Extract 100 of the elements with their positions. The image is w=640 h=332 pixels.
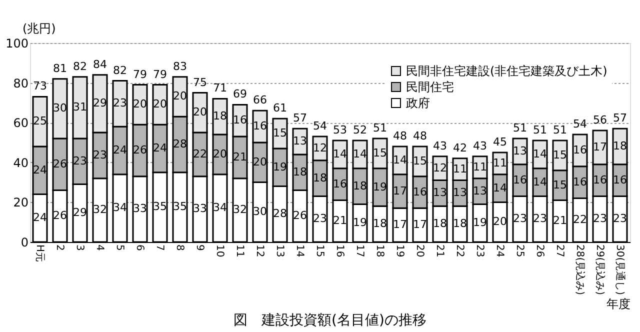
data-label: 13 <box>453 186 467 200</box>
data-label: 28 <box>273 207 287 220</box>
total-label: 43 <box>473 139 487 152</box>
total-label: 56 <box>593 114 607 127</box>
data-label: 31 <box>73 100 87 114</box>
total-label: 82 <box>73 60 87 73</box>
total-label: 71 <box>213 82 227 95</box>
total-label: 75 <box>193 76 207 89</box>
y-tick-label: 60 <box>13 116 28 130</box>
data-label: 14 <box>533 175 547 188</box>
data-label: 26 <box>53 157 67 170</box>
x-tick-label: 4 <box>94 244 105 251</box>
x-tick-label: 28(見込み) <box>574 244 586 296</box>
total-label: 81 <box>53 62 67 75</box>
data-label: 18 <box>373 217 387 230</box>
x-tick-label: 11 <box>234 244 245 258</box>
data-label: 32 <box>93 203 107 216</box>
data-label: 12 <box>433 161 447 174</box>
data-label: 23 <box>93 148 107 162</box>
data-label: 18 <box>313 171 327 184</box>
total-label: 51 <box>373 122 387 135</box>
data-label: 22 <box>573 213 587 226</box>
data-label: 16 <box>513 173 527 186</box>
x-tick-label: 17 <box>354 244 365 258</box>
data-label: 19 <box>353 216 367 230</box>
x-tick-label: H元 <box>34 244 45 262</box>
data-label: 17 <box>593 140 607 154</box>
total-label: 84 <box>93 58 107 71</box>
total-label: 51 <box>513 122 527 135</box>
data-label: 28 <box>173 137 187 150</box>
y-tick-label: 40 <box>13 156 28 170</box>
data-label: 34 <box>113 201 127 214</box>
data-label: 32 <box>233 203 247 216</box>
data-label: 33 <box>193 202 207 216</box>
data-label: 23 <box>613 212 627 226</box>
total-label: 52 <box>353 124 367 137</box>
data-label: 15 <box>553 148 567 162</box>
x-tick-label: 30(見通し) <box>614 244 626 296</box>
total-label: 79 <box>133 68 147 81</box>
data-label: 17 <box>393 184 407 198</box>
data-label: 21 <box>233 150 247 164</box>
data-label: 29 <box>73 206 87 220</box>
x-tick-label: 7 <box>154 244 165 251</box>
y-tick-label: 100 <box>6 36 28 50</box>
data-label: 23 <box>513 212 527 226</box>
x-tick-label: 24 <box>494 244 505 258</box>
data-label: 29 <box>93 96 107 110</box>
data-label: 16 <box>233 114 247 127</box>
data-label: 19 <box>273 160 287 174</box>
x-tick-label: 13 <box>274 244 285 258</box>
data-label: 22 <box>193 147 207 160</box>
x-tick-label: 9 <box>194 244 205 251</box>
data-label: 33 <box>133 202 147 216</box>
x-tick-label: 29(見込み) <box>594 244 606 296</box>
x-tick-label: 23 <box>474 244 485 258</box>
x-tick-label: 22 <box>454 244 465 258</box>
y-tick-label: 0 <box>20 236 28 250</box>
data-label: 16 <box>613 173 627 186</box>
x-tick-label: 14 <box>294 244 305 258</box>
x-tick-label: 10 <box>214 244 225 258</box>
data-label: 30 <box>53 102 67 115</box>
data-label: 35 <box>153 200 167 214</box>
total-label: 83 <box>173 60 187 73</box>
x-tick-label: 26 <box>534 244 545 258</box>
total-label: 48 <box>393 129 407 142</box>
x-tick-label: 12 <box>254 244 265 258</box>
y-tick-label: 20 <box>13 196 28 210</box>
data-label: 15 <box>373 146 387 160</box>
data-label: 20 <box>493 215 507 228</box>
data-label: 24 <box>33 163 47 176</box>
data-label: 17 <box>393 218 407 232</box>
x-tick-label: 15 <box>314 244 325 258</box>
data-label: 24 <box>113 143 127 156</box>
total-label: 82 <box>113 64 127 77</box>
data-label: 13 <box>433 186 447 200</box>
text: 図 建設投資額(名目値)の推移 <box>234 312 426 329</box>
total-label: 43 <box>433 139 447 152</box>
x-tick-label: 16 <box>334 244 345 258</box>
data-label: 18 <box>453 217 467 230</box>
x-tick-label: 21 <box>434 244 445 258</box>
data-label: 30 <box>253 205 267 218</box>
x-tick-label: 5 <box>114 244 125 251</box>
data-label: 15 <box>273 126 287 140</box>
y-axis-title: (兆円) <box>22 22 56 36</box>
legend-label: 民間住宅 <box>406 80 454 94</box>
data-label: 26 <box>293 209 307 222</box>
x-tick-label: 27 <box>554 244 565 258</box>
data-label: 16 <box>573 175 587 188</box>
total-label: 53 <box>333 124 347 137</box>
total-label: 51 <box>533 124 547 137</box>
legend-label: 民間非住宅建設(非住宅建築及び土木) <box>406 64 608 78</box>
data-label: 14 <box>333 147 347 160</box>
total-label: 69 <box>233 88 247 101</box>
data-label: 19 <box>473 216 487 230</box>
data-label: 18 <box>433 217 447 230</box>
x-tick-label: 19 <box>394 244 405 258</box>
data-label: 15 <box>413 154 427 168</box>
x-tick-label: 25 <box>514 244 525 258</box>
x-tick-label: 8 <box>174 244 185 251</box>
data-label: 26 <box>53 209 67 222</box>
